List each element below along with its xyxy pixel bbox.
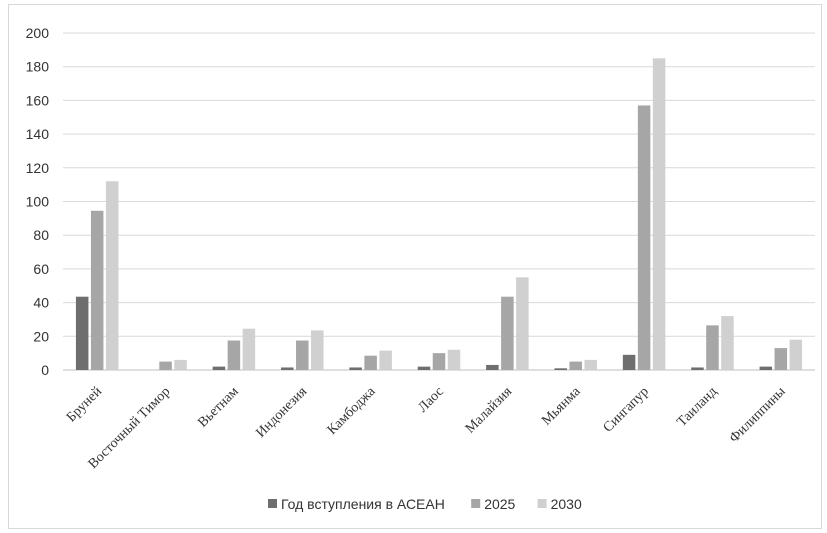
- x-category-label: Индонезия: [253, 384, 310, 441]
- bar: [417, 366, 431, 370]
- bar: [159, 361, 172, 370]
- legend-swatch: [268, 499, 277, 508]
- legend-label: 2030: [551, 496, 582, 512]
- bar: [242, 328, 256, 370]
- bar: [501, 296, 514, 370]
- x-category-label: Мьянма: [539, 384, 584, 429]
- y-tick-label: 0: [41, 362, 49, 378]
- x-category-label: Лаос: [416, 384, 447, 415]
- bar: [174, 359, 187, 370]
- bar: [569, 361, 582, 370]
- y-tick-label: 140: [26, 126, 50, 142]
- bar: [554, 368, 567, 370]
- chart-frame: 0 20 40 60 80 100 120 140 160 180 200 Бруней Восточ…: [8, 4, 822, 529]
- y-tick-label: 60: [33, 261, 49, 277]
- y-tick-label: 120: [26, 160, 50, 176]
- bar: [759, 366, 773, 370]
- bar: [486, 364, 499, 370]
- x-category-label: Вьетнам: [195, 384, 241, 430]
- y-tick-label: 20: [33, 328, 49, 344]
- bar: [516, 277, 529, 370]
- bar: [364, 355, 377, 370]
- bar: [447, 349, 461, 370]
- bar: [212, 366, 226, 370]
- legend-swatch: [471, 499, 481, 508]
- bar: [311, 330, 324, 370]
- x-category-label: Филиппины: [727, 384, 789, 446]
- x-category-label: Таиланд: [675, 384, 721, 430]
- y-tick-label: 160: [26, 92, 50, 108]
- bar: [691, 367, 704, 370]
- y-tick-label: 180: [26, 59, 50, 75]
- bar: [789, 339, 803, 370]
- bar: [774, 348, 788, 370]
- bars: [75, 58, 803, 371]
- bar: [296, 340, 309, 370]
- bar: [584, 359, 597, 370]
- bar: [349, 367, 362, 370]
- x-category-label: Камбоджа: [325, 384, 379, 438]
- gridlines: [63, 32, 815, 371]
- legend: Год вступления в АСЕАН 2025 2030: [268, 496, 582, 512]
- bar: [90, 210, 104, 370]
- bar: [652, 58, 666, 371]
- x-category-label: Бруней: [64, 384, 105, 425]
- bar: [379, 350, 392, 370]
- legend-label: 2025: [484, 496, 515, 512]
- y-tick-label: 40: [33, 295, 49, 311]
- bar: [227, 340, 241, 370]
- bar: [75, 296, 89, 370]
- bar: [622, 354, 636, 370]
- y-axis-ticks: 0 20 40 60 80 100 120 140 160 180 200: [26, 25, 50, 378]
- bar: [721, 316, 734, 370]
- bar: [706, 325, 719, 370]
- bar: [281, 367, 294, 370]
- bar: [637, 105, 651, 370]
- y-tick-label: 100: [26, 194, 50, 210]
- x-category-label: Сингапур: [601, 384, 652, 435]
- legend-swatch: [537, 499, 547, 508]
- legend-label: Год вступления в АСЕАН: [281, 496, 445, 512]
- bar: [105, 181, 119, 370]
- y-tick-label: 80: [33, 227, 49, 243]
- y-tick-label: 200: [26, 25, 50, 41]
- bar: [432, 353, 446, 370]
- x-category-label: Малайзия: [463, 384, 516, 437]
